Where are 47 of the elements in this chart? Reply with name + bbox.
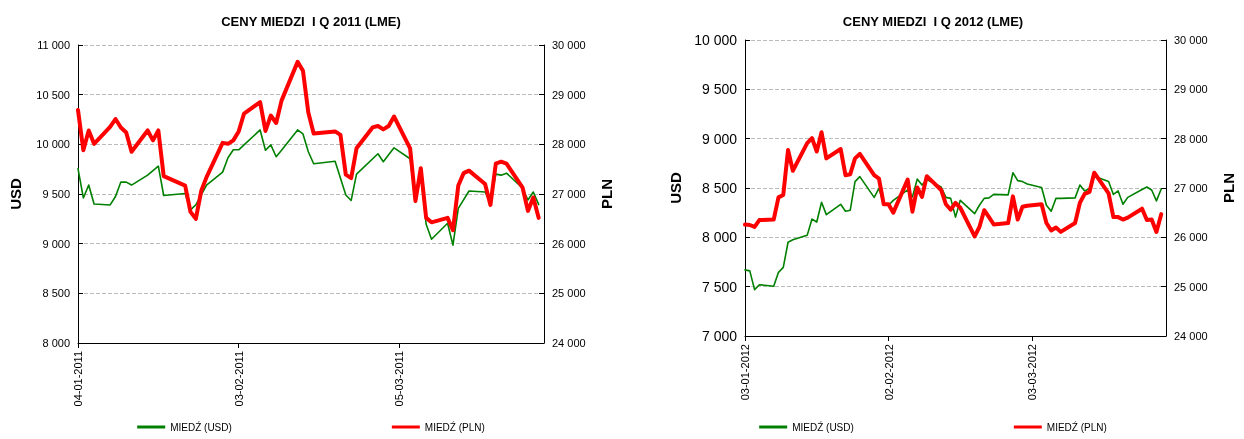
- y-tick-label: 9 500: [701, 81, 738, 98]
- y-tick-label: 10 500: [36, 88, 70, 101]
- y-tick-label: 9 500: [42, 188, 70, 200]
- x-tick-label: 02-02-2012: [882, 344, 895, 401]
- y-tick-label: 11 000: [37, 39, 70, 51]
- y-axis-title: USD: [7, 178, 24, 210]
- x-tick-label: 05-03-2011: [393, 351, 406, 407]
- legend-label: MIEDŹ (PLN): [1046, 420, 1107, 433]
- y-tick-label: 8 500: [701, 180, 738, 196]
- y2-tick-label: 29 000: [1174, 83, 1208, 96]
- legend-label: MIEDŹ (PLN): [424, 420, 485, 433]
- y-tick-label: 8 000: [701, 229, 738, 246]
- y-tick-label: 9 000: [701, 130, 738, 147]
- y2-tick-label: 30 000: [552, 39, 586, 51]
- y2-tick-label: 24 000: [1174, 330, 1208, 342]
- x-tick-label: 04-01-2011: [72, 351, 84, 407]
- line-series: [743, 130, 1164, 239]
- y-tick-label: 7 000: [701, 328, 738, 344]
- chart-title: CENY MIEDZI I Q 2012 (LME): [842, 14, 1024, 29]
- line-series: [76, 59, 541, 233]
- y2-axis-title: PLN: [1220, 173, 1237, 203]
- y-tick-label: 8 500: [42, 287, 70, 300]
- legend-label: MIEDŹ (USD): [792, 420, 854, 433]
- y2-tick-label: 25 000: [1174, 280, 1208, 293]
- x-tick-label: 03-02-2011: [232, 351, 245, 407]
- chart-title: CENY MIEDZI I Q 2011 (LME): [221, 14, 401, 29]
- y2-tick-label: 25 000: [552, 287, 586, 300]
- y2-tick-label: 28 000: [1174, 132, 1208, 145]
- y-tick-label: 10 000: [36, 138, 70, 151]
- y2-tick-label: 28 000: [552, 138, 586, 151]
- y2-tick-label: 27 000: [1174, 182, 1208, 194]
- y-tick-label: 9 000: [42, 237, 70, 250]
- y2-tick-label: 24 000: [552, 337, 586, 349]
- y-axis-title: USD: [667, 172, 685, 204]
- y-tick-label: 7 500: [701, 278, 738, 295]
- x-tick-label: 03-03-2012: [1026, 344, 1039, 401]
- y-tick-label: 8 000: [42, 337, 70, 349]
- y2-tick-label: 26 000: [552, 237, 586, 250]
- legend-label: MIEDŹ (USD): [170, 420, 232, 433]
- y2-tick-label: 27 000: [552, 188, 586, 200]
- y-tick-label: 10 000: [694, 32, 738, 48]
- line-series: [744, 171, 1163, 291]
- y2-tick-label: 30 000: [1174, 34, 1208, 46]
- y2-tick-label: 29 000: [552, 88, 586, 101]
- y2-tick-label: 26 000: [1174, 231, 1208, 244]
- x-tick-label: 03-01-2012: [739, 344, 751, 401]
- y2-axis-title: PLN: [598, 179, 615, 209]
